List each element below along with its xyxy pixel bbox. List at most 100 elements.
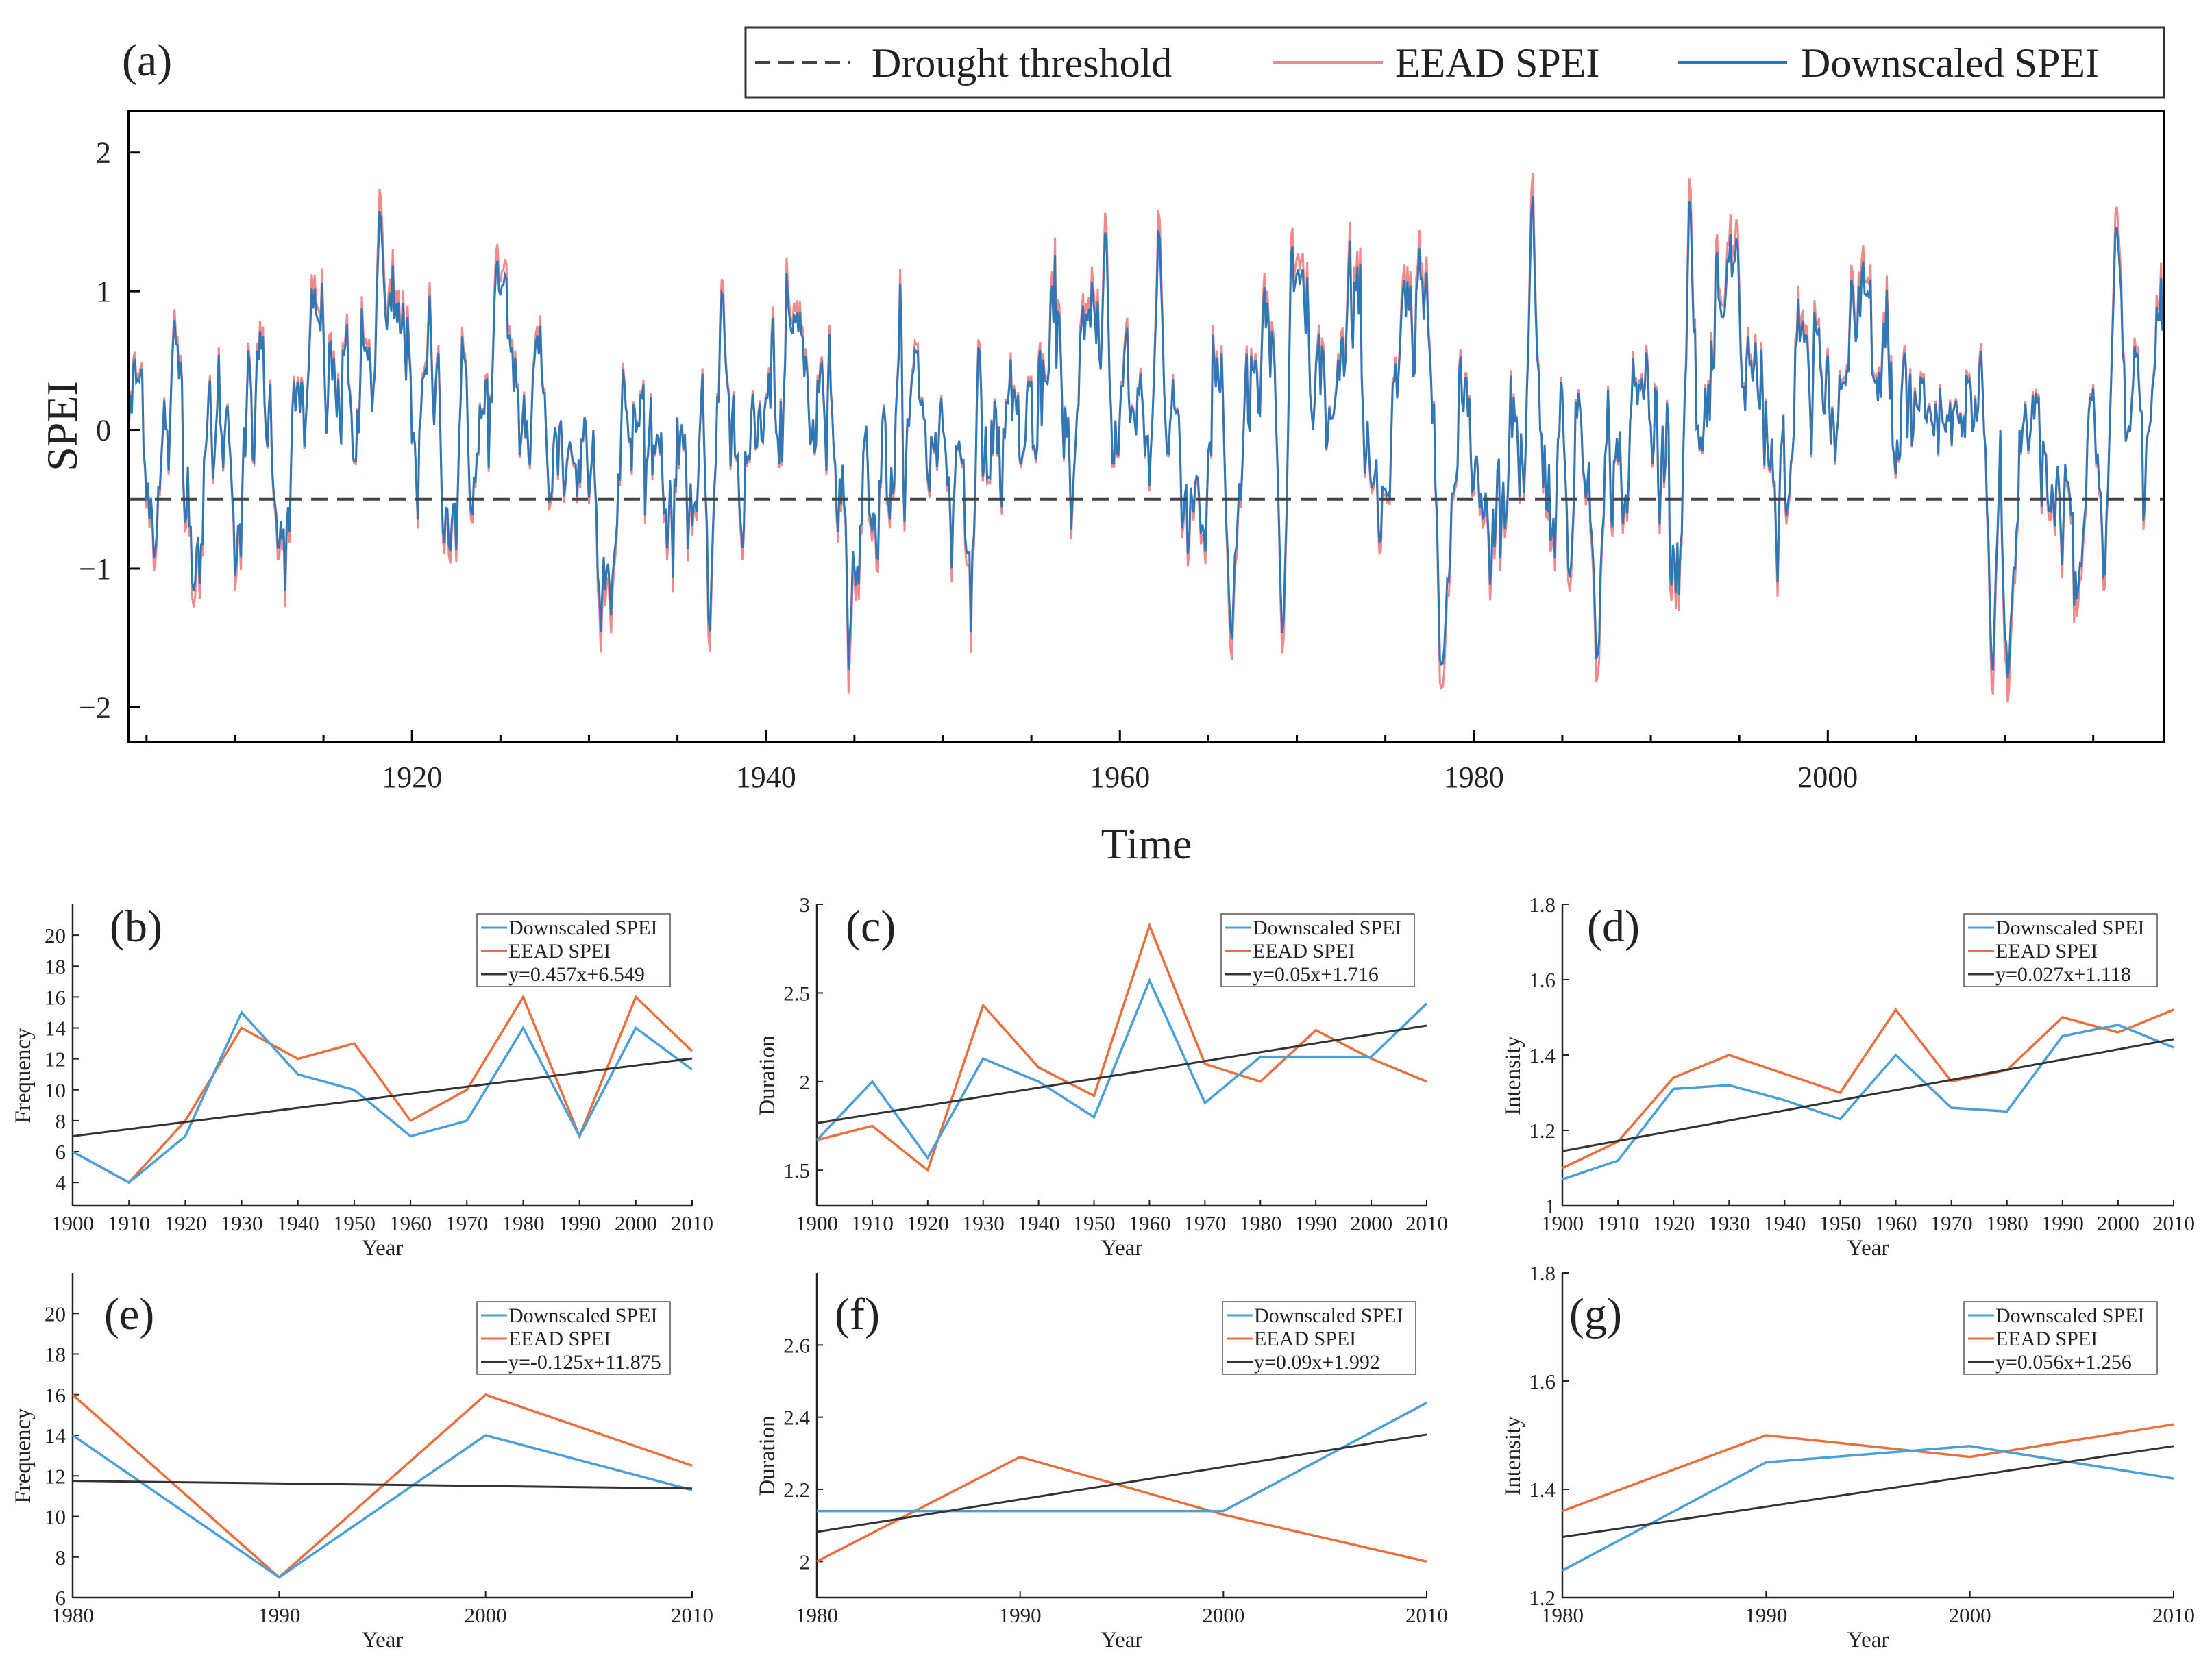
- x-tick-label: 1920: [1652, 1211, 1695, 1235]
- legend-eead-label: EEAD SPEI: [1254, 1328, 1356, 1350]
- y-tick-label: 1.2: [1529, 1586, 1556, 1610]
- trend-line: [1562, 1038, 2174, 1152]
- downscaled-series-line: [1562, 1445, 2174, 1572]
- x-tick-label: 2010: [1405, 1603, 1448, 1627]
- panel-a: −2 −1 0 1 2 1920 1940 1960 1980 2000 Time SPEI (a) Dr…: [38, 26, 2165, 868]
- x-tick-label: 1930: [962, 1211, 1005, 1235]
- eead-series-line: [1562, 1423, 2174, 1513]
- x-axis-title: Year: [1101, 1628, 1143, 1652]
- y-tick-label: 6: [56, 1140, 66, 1164]
- y-tick-label: 1.5: [783, 1158, 810, 1182]
- x-tick-label: 2010: [2152, 1603, 2195, 1627]
- legend-frame: [744, 26, 2165, 99]
- y-tick-label: 3: [800, 893, 811, 917]
- y-tick-label: 10: [45, 1505, 66, 1529]
- y-tick-label: 2: [800, 1070, 811, 1094]
- y-tick-label: 1: [96, 275, 111, 308]
- eead-series-line: [1562, 1008, 2174, 1169]
- panel-label-e: (e): [104, 1289, 154, 1339]
- x-tick-label: 1990: [558, 1211, 601, 1235]
- legend-downscaled-label: Downscaled SPEI: [1995, 917, 2144, 939]
- eead-series-line: [72, 994, 693, 1185]
- downscaled-series-line: [815, 977, 1428, 1161]
- downscaled-series-line: [1562, 1024, 2174, 1181]
- x-axis-title: Year: [1847, 1628, 1889, 1652]
- x-tick-label: 1960: [389, 1211, 432, 1235]
- y-tick-label: 2.5: [783, 981, 810, 1005]
- y-tick-label: 2: [96, 136, 111, 170]
- y-tick-label: 1.2: [1529, 1119, 1556, 1143]
- x-tick-label: 1900: [1541, 1211, 1584, 1235]
- x-tick-label: 1940: [277, 1211, 319, 1235]
- legend-eead-label: EEAD SPEI: [508, 1328, 611, 1350]
- x-axis-title: Year: [362, 1236, 404, 1261]
- x-tick-label: 1940: [736, 760, 796, 794]
- y-tick-label: 8: [56, 1109, 66, 1133]
- legend-frame: [1963, 913, 2158, 987]
- y-tick-label: 20: [45, 1302, 66, 1326]
- y-axis-title: SPEI: [38, 381, 86, 471]
- y-tick-label: 16: [45, 1383, 66, 1407]
- legend-downscaled-label: Downscaled SPEI: [1254, 1304, 1403, 1327]
- panel-f: 2 2.2 2.4 2.6 1980 1990 2000 2010 Year Duration (f…: [755, 1273, 1448, 1652]
- x-axis-title: Year: [1101, 1236, 1143, 1261]
- x-tick-label: 1950: [333, 1211, 376, 1235]
- legend-trend-label: y=0.09x+1.992: [1254, 1351, 1380, 1374]
- x-tick-label: 1980: [1444, 760, 1504, 794]
- x-tick-label: 2010: [671, 1603, 713, 1627]
- x-axis-title: Year: [1847, 1236, 1889, 1261]
- x-tick-label: 1900: [51, 1211, 94, 1235]
- panel-label-d: (d): [1587, 902, 1640, 952]
- x-tick-label: 1990: [258, 1603, 300, 1627]
- legend: Drought threshold EEAD SPEI Downscaled SPE…: [744, 26, 2165, 99]
- panel-label-b: (b): [110, 902, 162, 952]
- x-tick-label: 1970: [1183, 1211, 1226, 1235]
- panel-label-a: (a): [122, 36, 172, 86]
- downscaled-series-line: [817, 1402, 1427, 1513]
- legend-trend-label: y=-0.125x+11.875: [508, 1351, 661, 1374]
- panel-e: 6 8 10 12 14 16 18 20 1980 1990 2000 2010 Year Freque…: [11, 1273, 713, 1652]
- y-tick-label: 1.4: [1529, 1043, 1556, 1067]
- downscaled-spei-series: [127, 195, 2165, 678]
- x-tick-label: 1960: [1875, 1211, 1917, 1235]
- y-tick-label: 1.6: [1529, 968, 1556, 992]
- panel-label-g: (g): [1569, 1289, 1622, 1339]
- y-axis-title: Duration: [755, 1035, 780, 1115]
- x-tick-label: 1950: [1073, 1211, 1116, 1235]
- y-tick-label: 18: [45, 1343, 66, 1367]
- x-tick-label: 1990: [999, 1603, 1042, 1627]
- x-tick-label: 1900: [796, 1211, 838, 1235]
- y-tick-label: 14: [45, 1017, 66, 1041]
- y-tick-label: 18: [45, 954, 66, 978]
- legend-frame: [476, 1301, 671, 1375]
- y-tick-label: 1.6: [1529, 1369, 1556, 1393]
- panel-b: 4 6 8 10 12 14 16 18 20 1900 1910 1920 1930 1940 1950 1…: [11, 902, 713, 1261]
- x-tick-label: 1960: [1090, 760, 1150, 794]
- x-tick-label: 2010: [2152, 1211, 2195, 1235]
- y-tick-label: 1.4: [1529, 1478, 1556, 1502]
- x-tick-label: 1910: [108, 1211, 150, 1235]
- x-tick-label: 2000: [1202, 1603, 1244, 1627]
- downscaled-series-line: [72, 1010, 693, 1185]
- y-tick-label: 1.8: [1529, 1261, 1556, 1285]
- y-tick-label: 2.2: [783, 1478, 810, 1502]
- y-tick-label: 2.6: [783, 1333, 810, 1357]
- x-tick-label: 1980: [796, 1603, 838, 1627]
- legend-eead-label: EEAD SPEI: [1995, 1328, 2098, 1350]
- y-tick-label: 20: [45, 923, 66, 947]
- legend-frame: [476, 913, 671, 987]
- legend-eead-label: EEAD SPEI: [508, 940, 611, 963]
- x-tick-label: 2000: [1350, 1211, 1392, 1235]
- x-tick-label: 2010: [1405, 1211, 1448, 1235]
- legend-threshold-label: Drought threshold: [872, 40, 1172, 86]
- downscaled-series-line: [72, 1434, 693, 1579]
- x-tick-label: 1910: [1597, 1211, 1639, 1235]
- x-tick-label: 2000: [465, 1603, 507, 1627]
- y-tick-label: 14: [45, 1424, 66, 1448]
- legend-eead-label: EEAD SPEI: [1253, 940, 1355, 963]
- legend-trend-label: y=0.05x+1.716: [1253, 963, 1379, 986]
- trend-line: [72, 1480, 693, 1490]
